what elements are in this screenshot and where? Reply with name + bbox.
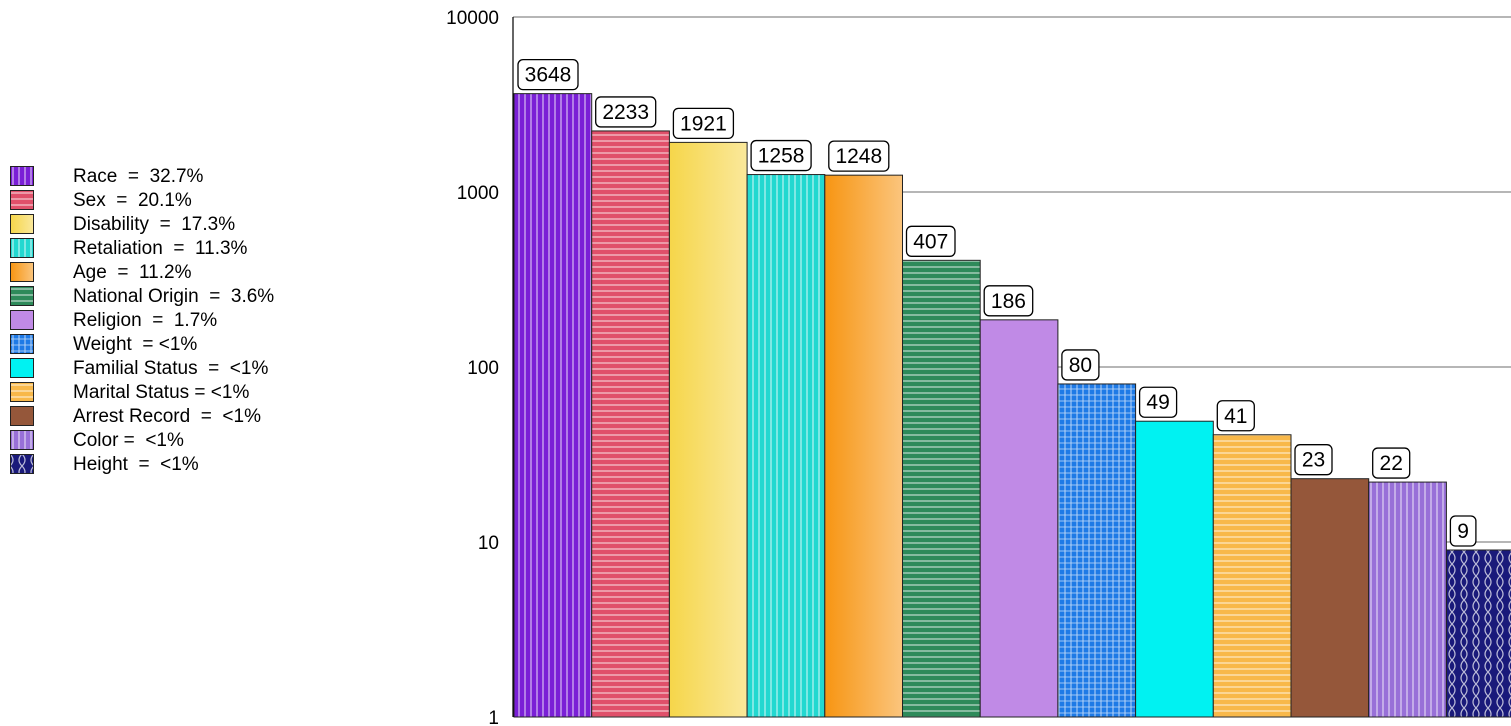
data-label-box bbox=[595, 96, 657, 128]
legend-swatch bbox=[10, 238, 34, 258]
data-label-box bbox=[905, 225, 956, 257]
data-label: 1921 bbox=[680, 112, 727, 135]
data-label-box bbox=[1061, 349, 1100, 381]
bar-sex bbox=[591, 130, 670, 718]
bar-color bbox=[1368, 481, 1447, 718]
data-label: 49 bbox=[1146, 391, 1169, 414]
data-label: 3648 bbox=[525, 64, 572, 87]
legend-label: Arrest Record = <1% bbox=[73, 406, 261, 427]
bar-disability bbox=[668, 141, 748, 718]
bar-national-origin bbox=[902, 259, 981, 718]
data-label: 1258 bbox=[758, 145, 805, 168]
legend-label: Age = 11.2% bbox=[73, 262, 192, 283]
legend-label: National Origin = 3.6% bbox=[73, 286, 275, 307]
legend-label: Marital Status = <1% bbox=[73, 382, 250, 403]
legend-swatch bbox=[10, 262, 34, 282]
data-label: 23 bbox=[1302, 449, 1325, 472]
bar-familial-status bbox=[1135, 420, 1214, 718]
legend-swatch bbox=[10, 166, 34, 186]
legend-swatch bbox=[10, 310, 34, 330]
bar-marital-status bbox=[1212, 434, 1292, 718]
data-label-box bbox=[672, 107, 735, 140]
legend-label: Color = <1% bbox=[73, 430, 184, 451]
legend-swatch bbox=[10, 454, 34, 474]
y-tick-label: 1000 bbox=[457, 183, 499, 204]
y-tick-label: 100 bbox=[467, 358, 499, 379]
data-label-box bbox=[1372, 447, 1411, 479]
data-label: 80 bbox=[1069, 354, 1092, 377]
bar-age bbox=[824, 174, 903, 718]
legend-label: Religion = 1.7% bbox=[73, 310, 218, 331]
data-label-box bbox=[517, 58, 579, 91]
data-label: 41 bbox=[1224, 405, 1247, 428]
legend-label: Sex = 20.1% bbox=[73, 190, 192, 211]
legend-swatch bbox=[10, 190, 34, 210]
legend-swatch bbox=[10, 430, 34, 450]
y-tick-label: 10 bbox=[478, 533, 499, 554]
data-labels: 3648 2233 1921 1258 1248 407 186 80 49 41 23 22 9 bbox=[517, 58, 1477, 547]
data-label-box bbox=[750, 139, 812, 172]
legend-swatch bbox=[10, 358, 34, 378]
data-label: 9 bbox=[1457, 520, 1469, 543]
legend-label: Weight = <1% bbox=[73, 334, 198, 355]
legend-label: Race = 32.7% bbox=[73, 166, 204, 187]
bar-weight bbox=[1057, 383, 1137, 718]
legend-swatch bbox=[10, 286, 34, 306]
data-label-box bbox=[1294, 444, 1333, 476]
data-label: 22 bbox=[1380, 452, 1403, 475]
data-label: 1248 bbox=[835, 145, 882, 168]
legend-swatch bbox=[10, 406, 34, 426]
legend-swatch bbox=[10, 214, 34, 234]
legend-swatch bbox=[10, 334, 34, 354]
legend-label: Height = <1% bbox=[73, 454, 199, 475]
data-label-box bbox=[1449, 515, 1477, 547]
bars bbox=[513, 93, 1511, 718]
legend-label: Disability = 17.3% bbox=[73, 214, 236, 235]
legend-label: Retaliation = 11.3% bbox=[73, 238, 248, 259]
bar-religion bbox=[979, 319, 1059, 718]
y-tick-label: 1 bbox=[488, 708, 499, 726]
bar-race bbox=[513, 93, 593, 718]
data-label-box bbox=[1138, 386, 1178, 418]
bar-height bbox=[1445, 549, 1511, 718]
y-tick-label: 10000 bbox=[446, 8, 499, 29]
data-label: 186 bbox=[991, 290, 1026, 313]
data-label-box bbox=[1216, 400, 1255, 432]
legend-swatch bbox=[10, 382, 34, 402]
data-label: 407 bbox=[913, 230, 948, 253]
bar-retaliation bbox=[746, 174, 826, 718]
data-label-box bbox=[828, 140, 890, 172]
bar-arrest-record bbox=[1290, 478, 1370, 718]
data-label-box bbox=[983, 285, 1034, 317]
legend-label: Familial Status = <1% bbox=[73, 358, 269, 379]
data-label: 2233 bbox=[602, 101, 649, 124]
